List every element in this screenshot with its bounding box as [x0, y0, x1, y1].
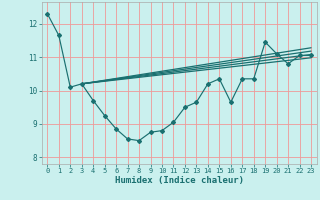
X-axis label: Humidex (Indice chaleur): Humidex (Indice chaleur) [115, 176, 244, 185]
